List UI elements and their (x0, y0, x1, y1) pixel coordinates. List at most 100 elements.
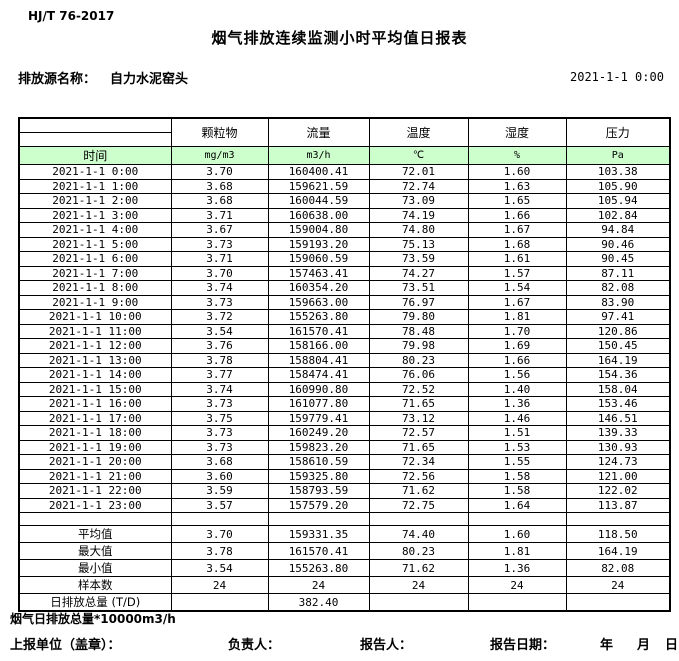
header-row-top: 颗粒物 流量 温度 湿度 压力 (18, 117, 671, 147)
value-cell: 1.67 (467, 294, 567, 310)
time-cell: 2021-1-1 9:00 (18, 294, 172, 310)
value-cell: 75.13 (368, 236, 469, 252)
value-cell: 94.84 (565, 222, 671, 238)
value-cell: 90.46 (565, 236, 671, 252)
time-cell: 2021-1-1 7:00 (18, 265, 172, 281)
report-datetime: 2021-1-1 0:00 (570, 70, 664, 84)
value-cell: 3.71 (170, 251, 269, 267)
time-cell: 2021-1-1 19:00 (18, 439, 172, 455)
table-row: 2021-1-1 1:00 3.68 159621.59 72.74 1.63 105.9… (18, 178, 671, 194)
table-row: 2021-1-1 20:00 3.68 158610.59 72.34 1.55 124.… (18, 454, 671, 470)
value-cell: 3.57 (170, 497, 269, 513)
source-name-label: 排放源名称： (18, 72, 97, 87)
value-cell: 164.19 (565, 352, 671, 368)
table-row: 2021-1-1 4:00 3.67 159004.80 74.80 1.67 94.84 (18, 222, 671, 238)
reporter-label: 报告人： (360, 638, 413, 653)
value-cell: 1.81 (467, 309, 567, 325)
value-cell: 24 (267, 576, 370, 594)
value-cell: 159331.35 (267, 525, 370, 543)
value-cell: 76.06 (368, 367, 469, 383)
page-title: 烟气排放连续监测小时平均值日报表 (211, 29, 468, 47)
column-header-particulate: 颗粒物 (170, 117, 269, 147)
column-header-humidity: 湿度 (467, 117, 567, 147)
value-cell: 1.54 (467, 280, 567, 296)
value-cell: 1.46 (467, 410, 567, 426)
time-cell: 2021-1-1 1:00 (18, 178, 172, 194)
value-cell: 82.08 (565, 559, 671, 577)
value-cell: 72.57 (368, 425, 469, 441)
value-cell: 1.51 (467, 425, 567, 441)
value-cell: 3.68 (170, 454, 269, 470)
value-cell: 3.73 (170, 396, 269, 412)
value-cell: 159663.00 (267, 294, 370, 310)
value-cell: 102.84 (565, 207, 671, 223)
summary-label-cell: 平均值 (18, 525, 172, 543)
time-cell: 2021-1-1 8:00 (18, 280, 172, 296)
table-row: 2021-1-1 19:00 3.73 159823.20 71.65 1.53 130.… (18, 439, 671, 455)
time-column-header: 时间 (18, 146, 172, 165)
value-cell: 160354.20 (267, 280, 370, 296)
empty-cell (368, 512, 469, 526)
unit-temperature: ℃ (368, 146, 469, 165)
value-cell: 105.94 (565, 193, 671, 209)
value-cell: 3.54 (170, 323, 269, 339)
table-row: 平均值 3.70 159331.35 74.40 1.60 118.50 (18, 525, 671, 543)
value-cell: 158610.59 (267, 454, 370, 470)
value-cell: 24 (565, 576, 671, 594)
report-date-label: 报告日期： (490, 638, 556, 653)
value-cell: 78.48 (368, 323, 469, 339)
value-cell: 3.71 (170, 207, 269, 223)
table-row: 2021-1-1 22:00 3.59 158793.59 71.62 1.58 122.… (18, 483, 671, 499)
value-cell: 80.23 (368, 352, 469, 368)
value-cell: 130.93 (565, 439, 671, 455)
footer-note: 烟气日排放总量*10000m3/h (10, 612, 176, 626)
value-cell: 3.78 (170, 352, 269, 368)
value-cell: 3.73 (170, 294, 269, 310)
table-row: 2021-1-1 23:00 3.57 157579.20 72.75 1.64 113.… (18, 497, 671, 513)
time-cell: 2021-1-1 10:00 (18, 309, 172, 325)
value-cell: 1.64 (467, 497, 567, 513)
value-cell: 160044.59 (267, 193, 370, 209)
summary-label-cell: 最大值 (18, 542, 172, 560)
table-row: 2021-1-1 11:00 3.54 161570.41 78.48 1.70 120.… (18, 323, 671, 339)
month-label: 月 (637, 638, 651, 653)
value-cell: 160638.00 (267, 207, 370, 223)
value-cell: 3.78 (170, 542, 269, 560)
value-cell: 1.69 (467, 338, 567, 354)
value-cell: 3.74 (170, 381, 269, 397)
value-cell: 3.70 (170, 164, 269, 180)
value-cell: 1.66 (467, 352, 567, 368)
value-cell: 79.98 (368, 338, 469, 354)
value-cell: 159621.59 (267, 178, 370, 194)
table-row: 2021-1-1 2:00 3.68 160044.59 73.09 1.65 105.9… (18, 193, 671, 209)
value-cell: 1.53 (467, 439, 567, 455)
value-cell: 160400.41 (267, 164, 370, 180)
value-cell: 3.60 (170, 468, 269, 484)
time-cell: 2021-1-1 23:00 (18, 497, 172, 513)
value-cell: 72.75 (368, 497, 469, 513)
time-cell: 2021-1-1 18:00 (18, 425, 172, 441)
time-cell: 2021-1-1 20:00 (18, 454, 172, 470)
value-cell: 74.27 (368, 265, 469, 281)
summary-rows: 平均值 3.70 159331.35 74.40 1.60 118.50 最大值 3.78 16… (18, 525, 671, 612)
value-cell: 71.65 (368, 439, 469, 455)
unit-flow: m3/h (267, 146, 370, 165)
value-cell: 124.73 (565, 454, 671, 470)
table-row: 2021-1-1 21:00 3.60 159325.80 72.56 1.58 121.… (18, 468, 671, 484)
value-cell: 1.58 (467, 483, 567, 499)
value-cell: 154.36 (565, 367, 671, 383)
table-row: 2021-1-1 8:00 3.74 160354.20 73.51 1.54 82.08 (18, 280, 671, 296)
value-cell: 1.55 (467, 454, 567, 470)
summary-label-cell: 样本数 (18, 576, 172, 594)
value-cell: 90.45 (565, 251, 671, 267)
table-row: 2021-1-1 0:00 3.70 160400.41 72.01 1.60 103.3… (18, 164, 671, 180)
value-cell: 120.86 (565, 323, 671, 339)
table-row: 2021-1-1 6:00 3.71 159060.59 73.59 1.61 90.45 (18, 251, 671, 267)
time-cell: 2021-1-1 17:00 (18, 410, 172, 426)
time-cell: 2021-1-1 5:00 (18, 236, 172, 252)
value-cell: 157579.20 (267, 497, 370, 513)
value-cell: 164.19 (565, 542, 671, 560)
value-cell: 1.58 (467, 468, 567, 484)
value-cell: 113.87 (565, 497, 671, 513)
column-header-temperature: 温度 (368, 117, 469, 147)
